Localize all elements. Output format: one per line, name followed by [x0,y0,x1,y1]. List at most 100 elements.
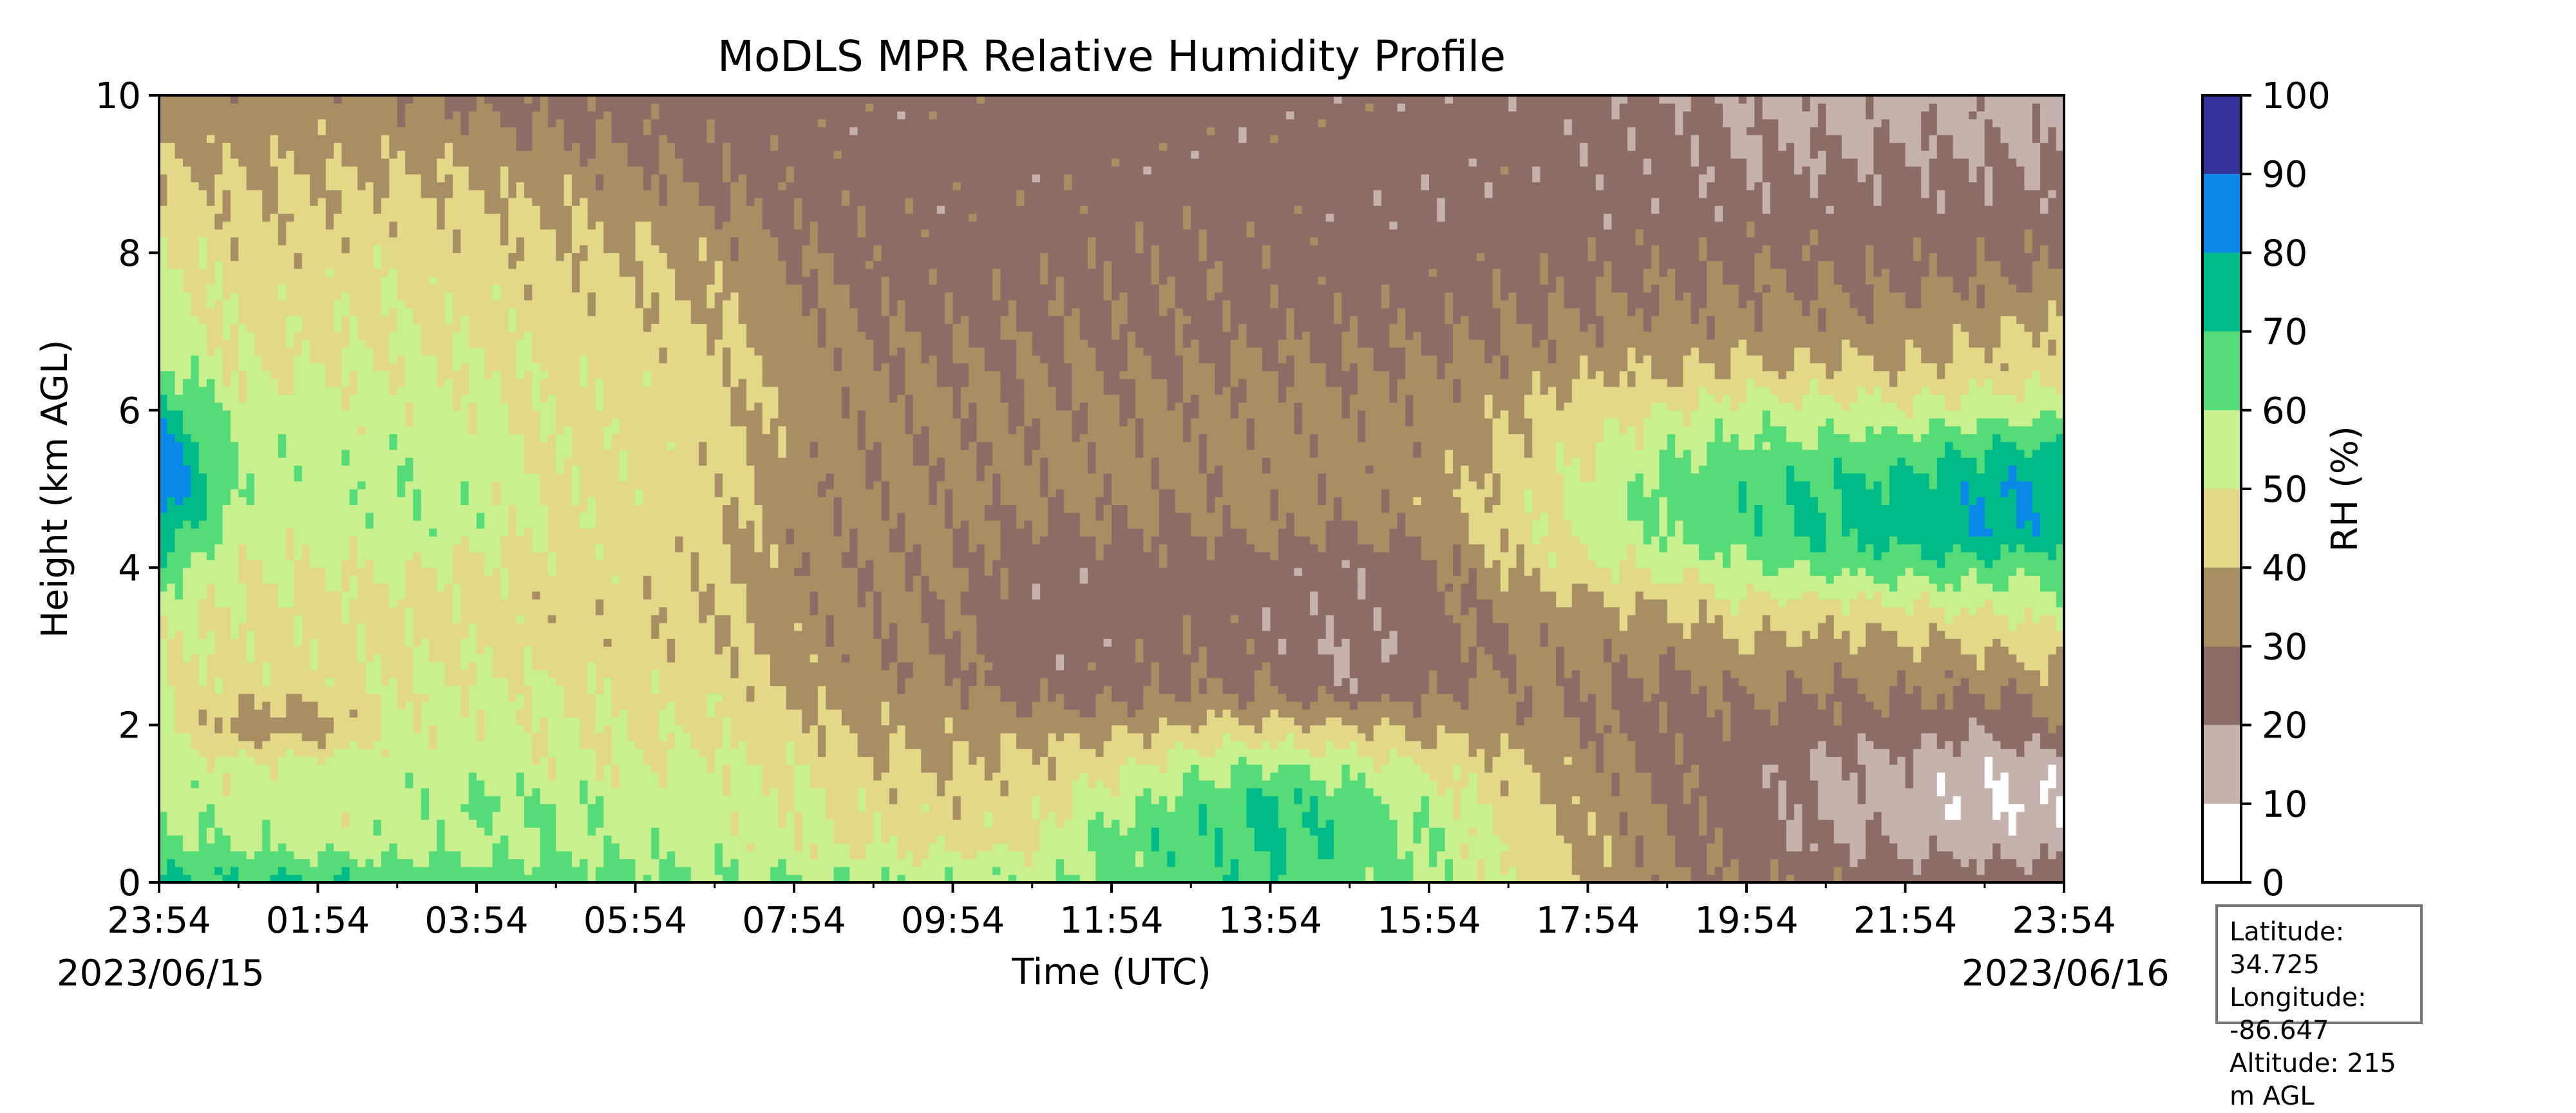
rh-cell [1571,748,1580,757]
rh-cell [1349,756,1358,765]
rh-cell [1619,764,1628,773]
rh-cell [1508,741,1517,749]
rh-cell [992,732,1001,741]
rh-cell [357,780,366,788]
rh-cell [484,866,493,875]
rh-cell [1786,842,1795,851]
rh-cell [468,874,477,882]
rh-cell [1778,842,1787,851]
rh-cell [365,859,374,868]
rh-cell [611,748,620,757]
rh-cell [1254,756,1263,765]
rh-cell [1667,819,1676,828]
rh-cell [1826,780,1835,788]
rh-cell [865,764,874,773]
rh-cell [849,732,858,741]
rh-cell [1095,819,1104,828]
rh-cell [1325,748,1334,757]
rh-cell [1556,717,1565,726]
rh-cell [706,859,715,868]
rh-cell [857,859,866,868]
rh-cell [262,795,271,804]
rh-cell [1413,851,1422,859]
rh-cell [301,803,310,812]
rh-cell [723,827,731,836]
rh-cell [1683,874,1692,882]
rh-cell [1325,772,1334,781]
rh-cell [984,732,993,741]
rh-cell [1286,812,1295,820]
rh-cell [1246,866,1255,875]
rh-cell [334,812,343,820]
rh-cell [738,732,747,741]
rh-cell [1595,748,1604,757]
rh-cell [619,756,628,765]
rh-cell [1159,756,1168,765]
rh-cell [945,732,954,741]
rh-cell [1040,780,1048,788]
rh-cell [1254,748,1263,757]
rh-cell [547,812,556,820]
rh-cell [334,795,343,804]
rh-cell [429,795,437,804]
rh-cell [778,859,787,868]
rh-cell [349,788,358,797]
rh-cell [1294,827,1303,836]
rh-cell [1016,756,1025,765]
rh-cell [1048,788,1057,797]
rh-cell [1452,795,1461,804]
rh-cell [881,764,890,773]
rh-cell [301,748,310,757]
rh-cell [1778,772,1787,781]
rh-cell [1635,827,1644,836]
rh-cell [1913,851,1922,859]
rh-cell [1238,827,1247,836]
rh-cell [1945,788,1954,797]
rh-cell [595,819,604,828]
rh-cell [1627,851,1636,859]
rh-cell [1484,756,1493,765]
rh-cell [984,851,993,859]
rh-cell [1571,835,1580,844]
rh-cell [1262,717,1271,726]
rh-cell [1532,748,1541,757]
rh-cell [325,874,334,882]
rh-cell [1976,866,1985,875]
rh-cell [421,725,430,734]
rh-cell [444,859,453,868]
rh-cell [865,866,874,875]
rh-cell [500,725,509,734]
rh-cell [945,788,954,797]
rh-cell [1341,812,1350,820]
rh-cell [1310,725,1319,734]
rh-cell [1873,842,1882,851]
rh-cell [1564,842,1573,851]
rh-cell [1659,803,1668,812]
rh-cell [1302,803,1311,812]
rh-cell [1564,866,1573,875]
rh-cell [1993,874,2001,882]
rh-cell [2000,827,2009,836]
rh-cell [1921,851,1930,859]
rh-cell [357,859,366,868]
rh-cell [746,732,755,741]
rh-cell [1889,827,1898,836]
rh-cell [1437,866,1446,875]
rh-cell [238,795,247,804]
rh-cell [1159,866,1168,875]
rh-cell [198,717,207,726]
rh-cell [508,842,517,851]
rh-cell [1215,835,1224,844]
rh-cell [1905,874,1914,882]
rh-cell [905,741,914,749]
rh-cell [254,812,263,820]
rh-cell [389,725,398,734]
rh-cell [389,812,398,820]
rh-cell [1627,748,1636,757]
rh-cell [1413,772,1422,781]
rh-cell [1810,772,1819,781]
rh-cell [794,772,802,781]
rh-cell [397,812,406,820]
rh-cell [1969,725,1978,734]
rh-cell [1079,803,1088,812]
